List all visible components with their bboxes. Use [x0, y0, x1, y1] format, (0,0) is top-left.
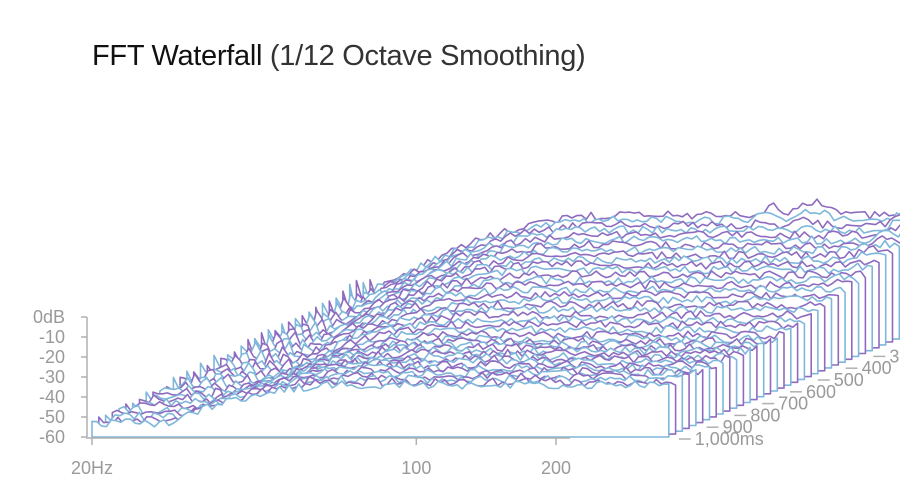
- chart-title-main: FFT Waterfall: [92, 40, 263, 72]
- chart-title: FFT Waterfall (1/12 Octave Smoothing): [92, 40, 586, 73]
- y-tick-label: -30: [39, 367, 65, 387]
- y-tick-label: -20: [39, 347, 65, 367]
- z-tick-label: 700: [778, 394, 808, 414]
- x-tick-label: 200: [541, 458, 571, 478]
- z-tick-label: 500: [834, 370, 864, 390]
- x-tick-label: 100: [401, 458, 431, 478]
- z-tick-label: 1,000ms: [695, 429, 764, 449]
- waterfall-slices: [91, 198, 900, 438]
- y-tick-label: -50: [39, 407, 65, 427]
- chart-axes: 20Hz1002000dB-10-20-30-40-50-60010020030…: [33, 307, 900, 478]
- z-tick-label: 800: [750, 405, 780, 425]
- z-tick-label: 900: [723, 417, 753, 437]
- z-tick-label: 400: [862, 358, 892, 378]
- x-tick-label: 20Hz: [71, 458, 113, 478]
- y-tick-label: -40: [39, 387, 65, 407]
- z-tick-label: 600: [806, 382, 836, 402]
- z-tick-label: 300: [889, 346, 900, 366]
- y-tick-label: -10: [39, 327, 65, 347]
- waterfall-slice: [91, 380, 670, 438]
- y-tick-label: -60: [39, 427, 65, 447]
- chart-title-sub: (1/12 Octave Smoothing): [269, 40, 586, 72]
- y-tick-label: 0dB: [33, 307, 65, 327]
